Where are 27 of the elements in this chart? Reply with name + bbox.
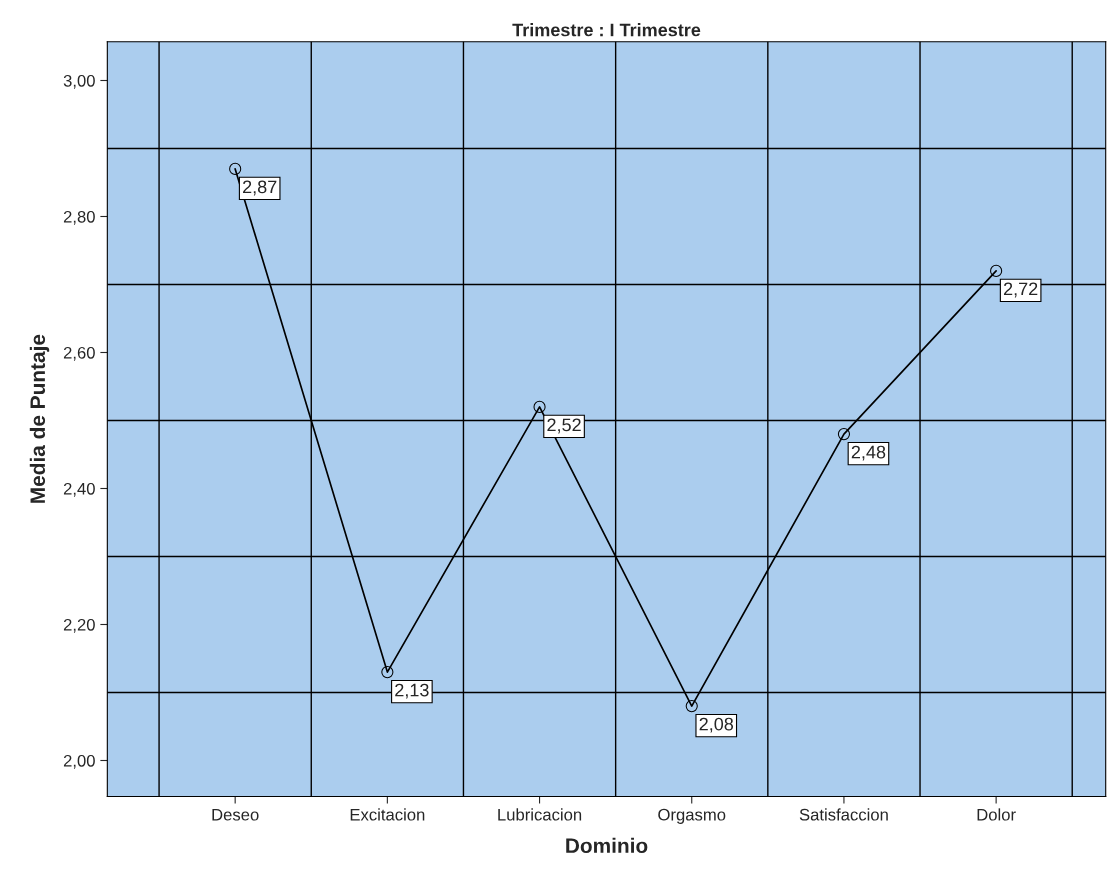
point (229, 162, 242, 175)
x-tick-label: Dolor (977, 808, 1016, 821)
point (381, 666, 394, 679)
x-tick-label: Deseo (212, 808, 259, 821)
y-tick-label: 2,00 (63, 754, 95, 769)
text: 2,72 (1003, 282, 1038, 298)
y-axis-title: Media de Puntaje (29, 334, 50, 503)
y-tick-label: 2,60 (63, 346, 95, 361)
text: 2,08 (699, 717, 734, 733)
text: 2,13 (395, 683, 429, 699)
point (990, 264, 1003, 277)
point (685, 700, 698, 713)
text: 2,52 (547, 418, 581, 434)
y-tick-label: 2,20 (63, 618, 95, 633)
x-axis-title: Dominio (566, 837, 648, 854)
text: 2,87 (243, 180, 277, 196)
chart-title: Trimestre : I Trimestre (512, 23, 701, 37)
text: 2,48 (851, 445, 886, 461)
x-tick-label: Lubricacion (498, 808, 582, 821)
point (837, 428, 851, 441)
x-tick-label: Orgasmo (658, 808, 726, 824)
x-tick-label: Satisfaccion (799, 808, 888, 821)
point (533, 400, 546, 413)
x-tick-label: Excitacion (350, 808, 425, 821)
y-tick-label: 2,80 (63, 210, 95, 225)
y-tick-label: 2,40 (63, 482, 95, 497)
y-tick-label: 3,00 (63, 74, 95, 89)
